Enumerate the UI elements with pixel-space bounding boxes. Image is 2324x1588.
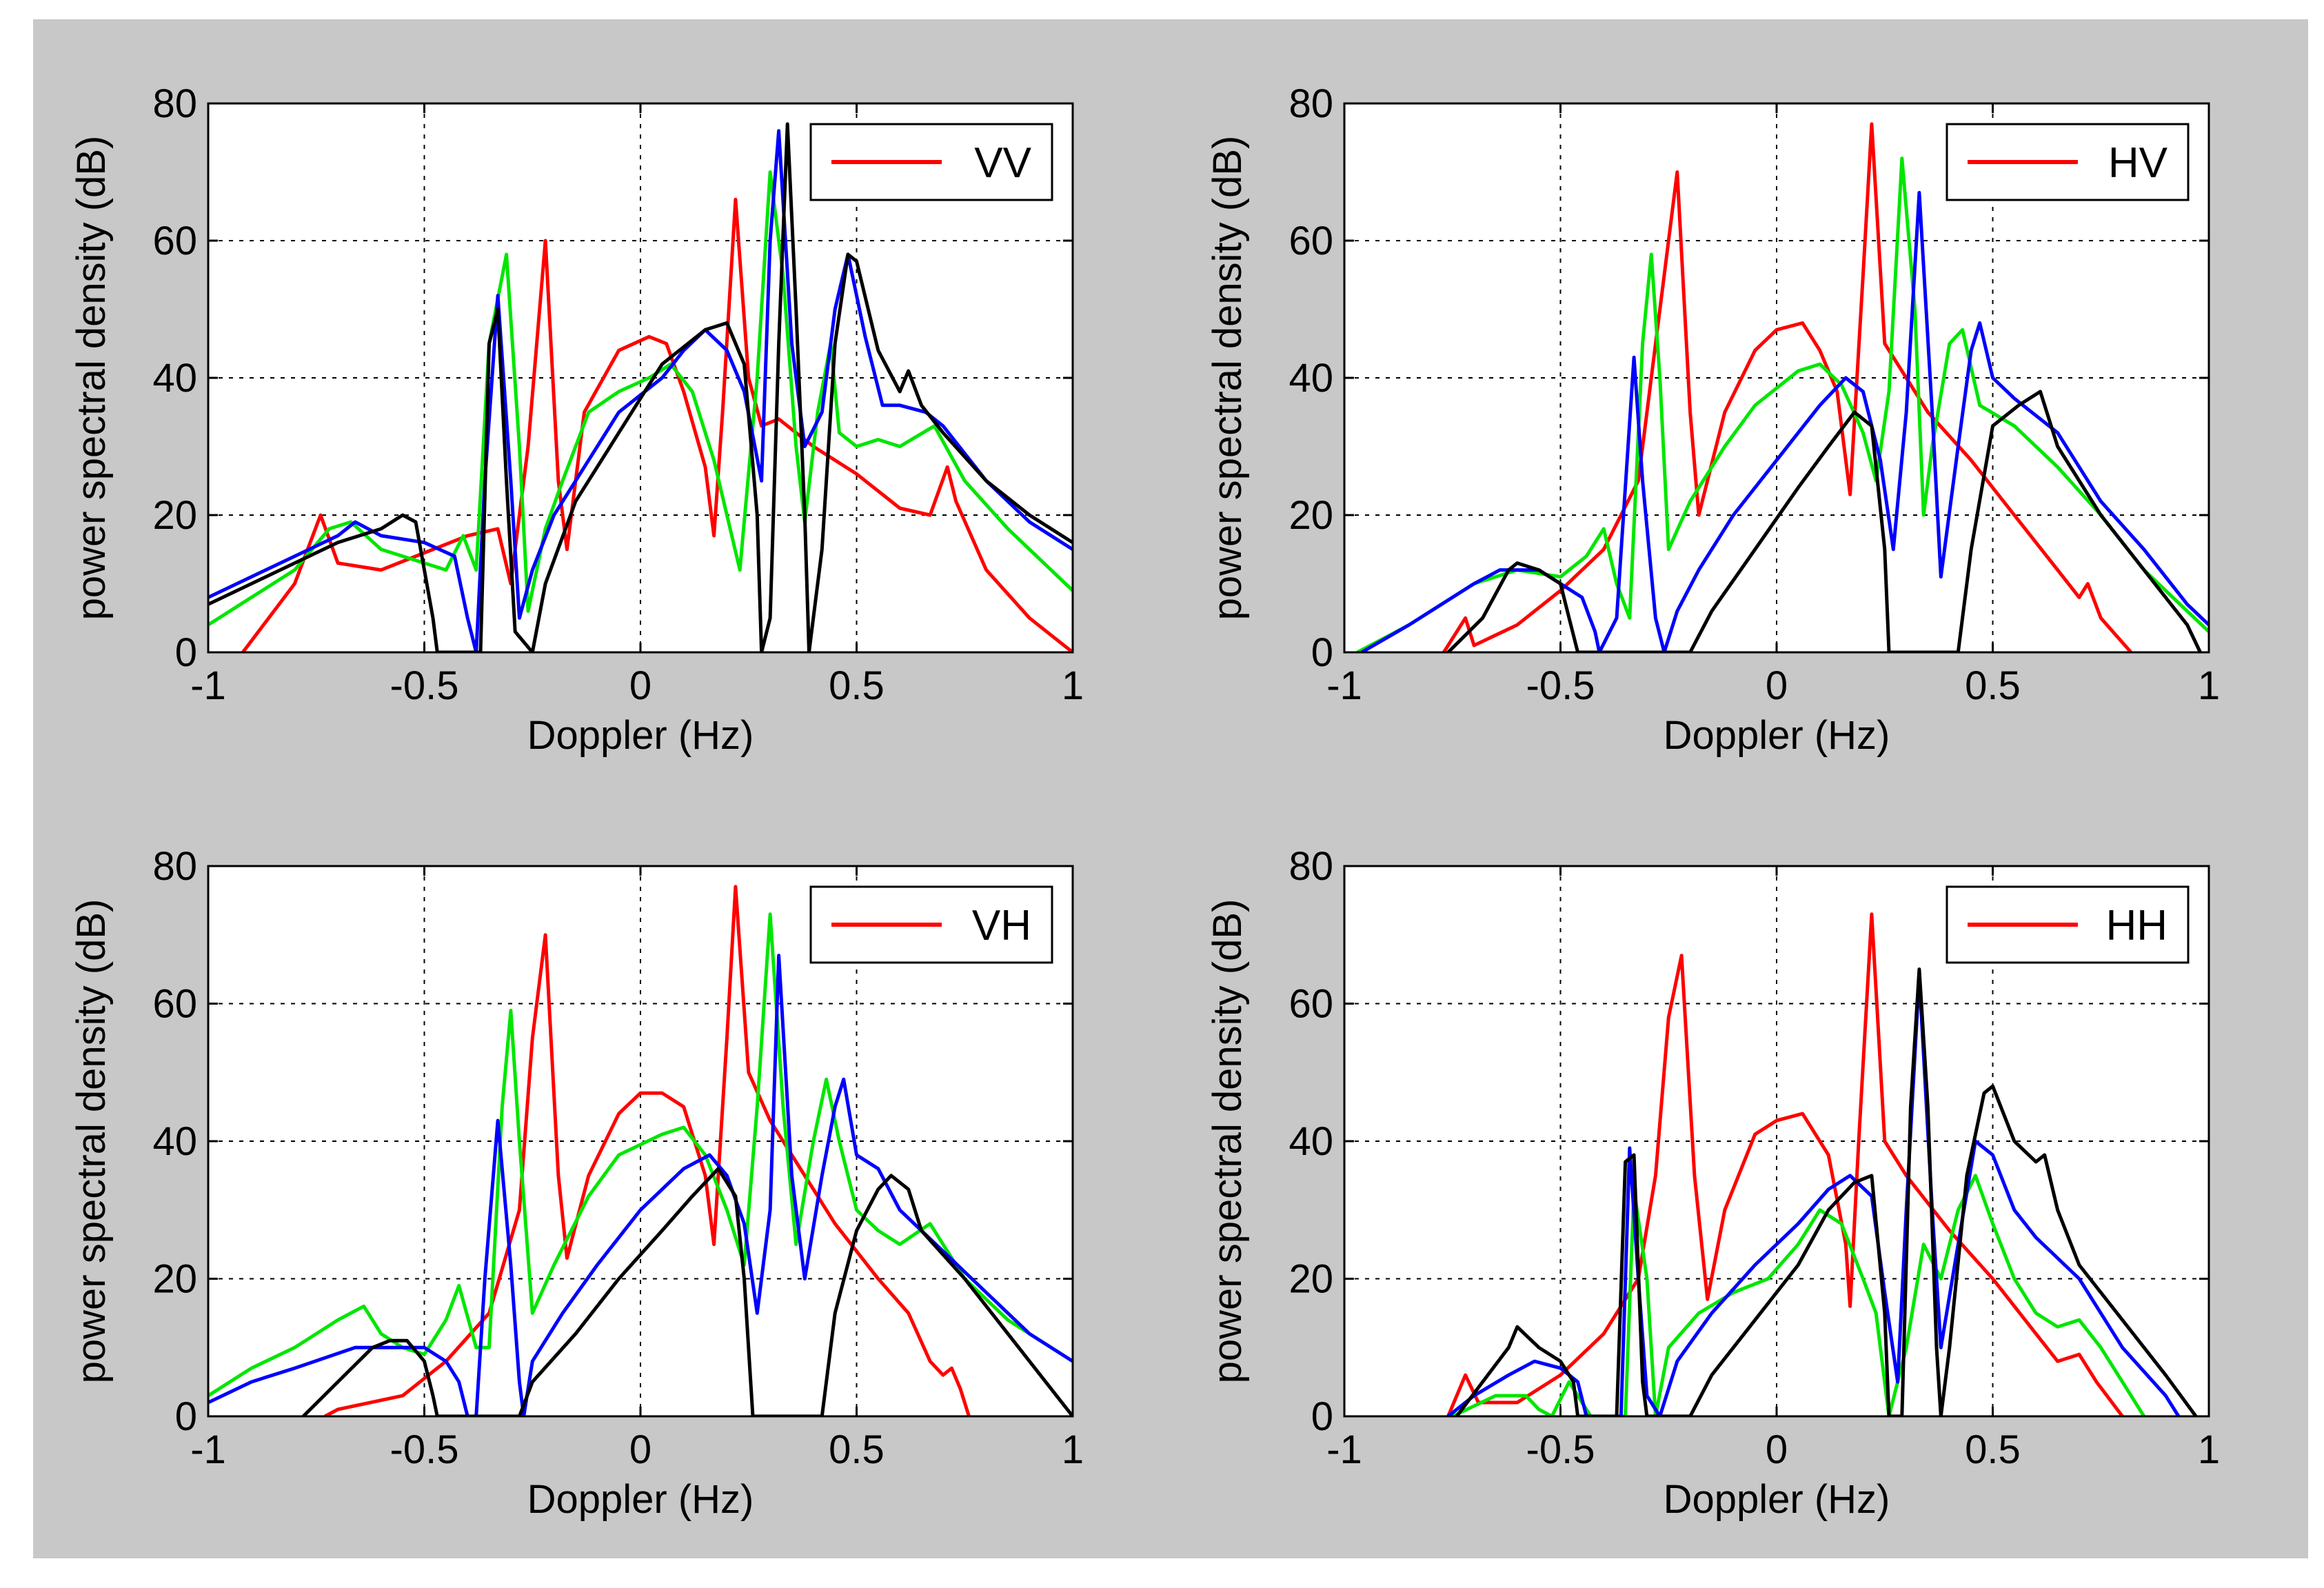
series-line-black <box>1455 967 2198 1416</box>
series-line-blue <box>208 129 1073 652</box>
panel-vv: -1 -0.5 0 0.5 1 0 20 40 60 80 Doppler (Hz) power sp… <box>69 81 1084 758</box>
y-tick-label: 0 <box>175 630 197 675</box>
panel-vh: -1 -0.5 0 0.5 1 0 20 40 60 80 Doppler (Hz) power sp… <box>69 844 1084 1522</box>
x-axis-label: Doppler (Hz) <box>527 713 754 758</box>
x-axis-label: Doppler (Hz) <box>527 1477 754 1522</box>
x-tick-label: 0.5 <box>1965 1427 2021 1472</box>
x-tick-label: 0.5 <box>829 663 885 708</box>
x-tick-label: 1 <box>2198 1427 2220 1472</box>
y-tick-label: 40 <box>1289 1119 1333 1164</box>
y-axis-label: power spectral density (dB) <box>69 136 114 621</box>
series-line-green <box>208 912 1073 1398</box>
legend-label: VV <box>974 139 1031 187</box>
y-tick-label: 20 <box>152 1257 197 1302</box>
y-tick-label: 0 <box>1311 1394 1333 1439</box>
x-tick-label: 0.5 <box>1965 663 2021 708</box>
x-tick-label: 0 <box>1766 663 1788 708</box>
y-tick-label: 80 <box>152 844 197 889</box>
series-line-black <box>302 1167 1073 1416</box>
series-group <box>1446 912 2198 1416</box>
series-line-red <box>1442 122 2132 652</box>
x-tick-label: 0.5 <box>829 1427 885 1472</box>
y-axis-label: power spectral density (dB) <box>1205 899 1250 1384</box>
y-axis-label: power spectral density (dB) <box>69 899 114 1384</box>
series-line-green <box>1451 1174 2146 1416</box>
x-tick-label: 1 <box>1062 1427 1084 1472</box>
series-line-red <box>1446 912 2124 1416</box>
x-tick-label: -0.5 <box>390 663 459 708</box>
y-tick-label: 20 <box>152 493 197 538</box>
x-tick-label: 0 <box>629 1427 651 1472</box>
legend-label: VH <box>972 902 1031 949</box>
x-tick-label: -1 <box>1326 663 1362 708</box>
y-axis-label: power spectral density (dB) <box>1205 136 1250 621</box>
y-tick-label: 60 <box>1289 219 1333 263</box>
series-line-green <box>208 170 1073 627</box>
legend-label: HV <box>2108 139 2168 187</box>
series-group <box>208 885 1073 1416</box>
x-tick-label: -0.5 <box>1526 1427 1595 1472</box>
y-tick-label: 0 <box>1311 630 1333 675</box>
x-tick-label: -0.5 <box>390 1427 459 1472</box>
x-tick-label: 1 <box>2198 663 2220 708</box>
y-tick-label: 40 <box>1289 356 1333 401</box>
x-tick-label: -1 <box>1326 1427 1362 1472</box>
legend-label: HH <box>2105 902 2168 949</box>
x-tick-label: 0 <box>629 663 651 708</box>
series-line-black <box>1446 390 2202 652</box>
y-tick-label: 0 <box>175 1394 197 1439</box>
y-tick-label: 80 <box>152 81 197 126</box>
panel-hh: -1 -0.5 0 0.5 1 0 20 40 60 80 Doppler (Hz) power sp… <box>1205 844 2220 1522</box>
x-tick-label: 1 <box>1062 663 1084 708</box>
series-group <box>1356 122 2209 652</box>
series-line-black <box>208 122 1073 652</box>
series-line-blue <box>1446 974 2181 1416</box>
x-tick-label: -1 <box>190 663 226 708</box>
x-tick-label: 0 <box>1766 1427 1788 1472</box>
y-tick-label: 40 <box>152 356 197 401</box>
y-tick-label: 40 <box>152 1119 197 1164</box>
panel-hv: -1 -0.5 0 0.5 1 0 20 40 60 80 Doppler (Hz) power sp… <box>1205 81 2220 758</box>
x-tick-label: -1 <box>190 1427 226 1472</box>
y-tick-label: 60 <box>1289 982 1333 1027</box>
y-tick-label: 60 <box>152 982 197 1027</box>
y-tick-label: 80 <box>1289 81 1333 126</box>
y-tick-label: 60 <box>152 219 197 263</box>
y-tick-label: 80 <box>1289 844 1333 889</box>
x-axis-label: Doppler (Hz) <box>1664 713 1890 758</box>
y-tick-label: 20 <box>1289 1257 1333 1302</box>
series-group <box>208 122 1073 652</box>
x-tick-label: -0.5 <box>1526 663 1595 708</box>
series-line-blue <box>1360 190 2209 652</box>
x-axis-label: Doppler (Hz) <box>1664 1477 1890 1522</box>
series-line-green <box>1356 157 2209 652</box>
series-line-blue <box>208 954 1073 1416</box>
y-tick-label: 20 <box>1289 493 1333 538</box>
